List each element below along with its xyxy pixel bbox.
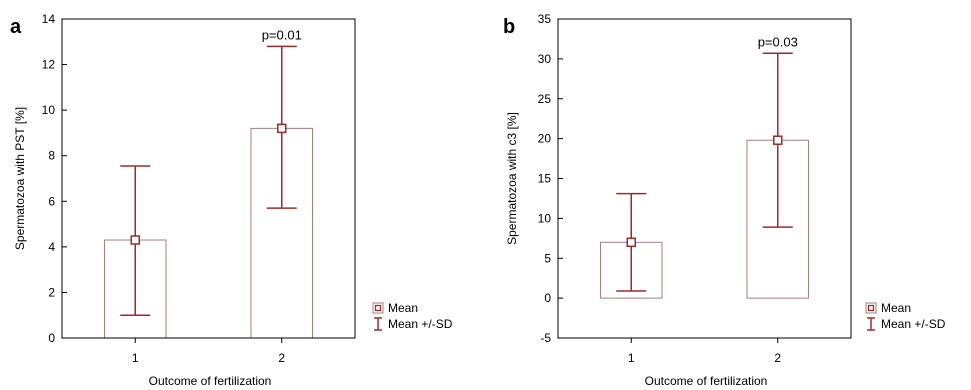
y-tick-label: 25 (538, 92, 552, 106)
y-tick-label: 4 (48, 240, 55, 254)
legend: Mean Mean +/-SD (865, 301, 946, 331)
y-tick-label: 12 (42, 58, 56, 72)
panel-letter: a (10, 16, 22, 38)
y-tick-label: 0 (48, 331, 55, 345)
mean-marker (130, 235, 140, 245)
x-axis-title: Outcome of fertilization (149, 374, 272, 388)
legend-entry-sd: Mean +/-SD (374, 317, 453, 331)
y-axis-title: Spermatozoa with PST [%] (13, 107, 27, 250)
x-tick-label: 2 (278, 351, 285, 365)
legend-entry-sd: Mean +/-SD (867, 317, 946, 331)
legend-label: Mean +/-SD (881, 317, 946, 331)
y-tick-label: 15 (538, 172, 552, 186)
mean-marker (773, 135, 783, 145)
y-tick-label: 8 (48, 149, 55, 163)
x-tick-label: 2 (774, 351, 781, 365)
panel-letter: b (503, 16, 515, 38)
mean-marker (277, 123, 287, 134)
y-tick-label: 10 (538, 211, 552, 225)
y-tick-label: -5 (540, 331, 551, 345)
y-tick-label: 6 (48, 194, 55, 208)
p-value-annotation: p=0.01 (262, 27, 302, 42)
y-tick-label: 20 (538, 132, 552, 146)
legend-entry-mean: Mean (372, 301, 418, 315)
x-tick-label: 1 (132, 351, 139, 365)
y-axis-title: Spermatozoa with c3 [%] (505, 112, 519, 245)
y-tick-label: 35 (538, 12, 552, 26)
legend-label: Mean +/-SD (388, 317, 453, 331)
legend: Mean Mean +/-SD (372, 301, 453, 331)
chart-panel-b: b -5 0 5 10 15 20 25 30 35 1 2 p=0.03 Outcome of fert… (503, 12, 946, 388)
legend-entry-mean: Mean (865, 301, 911, 315)
legend-label: Mean (388, 301, 418, 315)
y-tick-label: 10 (42, 103, 56, 117)
mean-marker (626, 237, 636, 248)
x-axis-title: Outcome of fertilization (645, 374, 768, 388)
p-value-annotation: p=0.03 (758, 34, 798, 49)
y-tick-label: 2 (48, 285, 55, 299)
y-tick-label: 5 (544, 251, 551, 265)
legend-label: Mean (881, 301, 911, 315)
y-tick-label: 14 (42, 12, 56, 26)
x-tick-label: 1 (628, 351, 635, 365)
plot-frame (61, 18, 356, 339)
y-tick-label: 30 (538, 52, 552, 66)
y-tick-label: 0 (544, 291, 551, 305)
